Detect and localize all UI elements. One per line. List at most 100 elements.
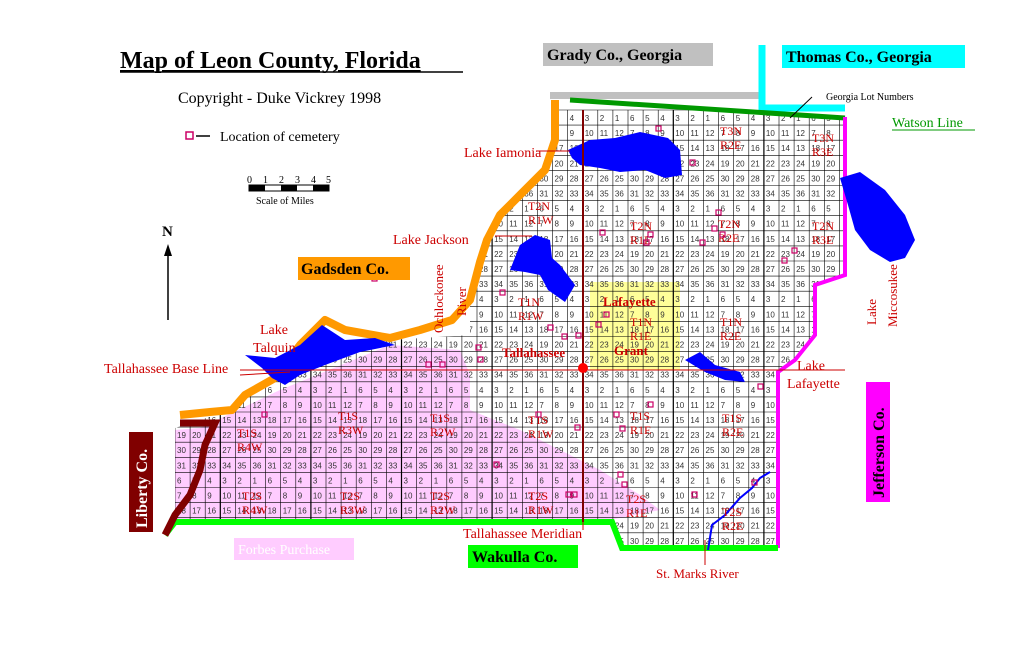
section-number: 23	[509, 250, 518, 259]
township-label: T2N	[718, 217, 740, 231]
cemetery-marker-icon	[647, 401, 654, 408]
section-number: 33	[570, 461, 579, 470]
section-number: 29	[645, 446, 654, 455]
section-number: 15	[675, 235, 684, 244]
section-number: 8	[826, 220, 831, 229]
section-number: 33	[298, 371, 307, 380]
section-number: 4	[570, 114, 575, 123]
township-label: T1N	[720, 315, 742, 329]
section-number: 21	[751, 431, 760, 440]
section-number: 8	[464, 401, 469, 410]
section-number: 10	[766, 220, 775, 229]
section-number: 7	[721, 401, 726, 410]
section-number: 6	[630, 476, 635, 485]
section-number: 4	[479, 476, 484, 485]
section-number: 34	[494, 280, 503, 289]
section-number: 33	[207, 461, 216, 470]
section-number: 11	[690, 310, 699, 319]
section-number: 8	[736, 492, 741, 501]
section-number: 17	[826, 235, 835, 244]
section-number: 24	[706, 341, 715, 350]
section-number: 35	[419, 371, 428, 380]
section-number: 27	[494, 265, 503, 274]
section-number: 20	[555, 250, 564, 259]
section-number: 33	[298, 461, 307, 470]
section-number: 14	[690, 507, 699, 516]
section-number: 35	[600, 280, 609, 289]
section-number: 19	[721, 341, 730, 350]
section-number: 22	[585, 250, 594, 259]
section-number: 33	[479, 461, 488, 470]
section-number: 14	[237, 507, 246, 516]
section-number: 10	[675, 310, 684, 319]
section-number: 12	[434, 401, 443, 410]
section-number: 16	[660, 235, 669, 244]
georgia-lots-label: Georgia Lot Numbers	[826, 92, 914, 103]
section-number: 30	[630, 537, 639, 546]
lake-lafayette	[685, 352, 745, 382]
section-number: 4	[479, 386, 484, 395]
section-number: 14	[600, 507, 609, 516]
section-number: 29	[555, 356, 564, 365]
section-number: 15	[313, 416, 322, 425]
section-number: 8	[283, 401, 288, 410]
section-number: 30	[721, 446, 730, 455]
section-number: 7	[721, 129, 726, 138]
township-label: T3N	[720, 124, 742, 138]
section-number: 9	[570, 220, 575, 229]
section-number: 6	[630, 205, 635, 214]
section-number: 17	[464, 507, 473, 516]
township-label: R2W	[430, 503, 456, 517]
section-number: 4	[751, 476, 756, 485]
section-number: 32	[645, 190, 654, 199]
st-marks-river-label: St. Marks River	[656, 566, 739, 581]
section-number: 32	[736, 461, 745, 470]
section-number: 33	[479, 280, 488, 289]
section-number: 17	[736, 144, 745, 153]
section-number: 34	[675, 461, 684, 470]
section-number: 7	[630, 129, 635, 138]
section-number: 27	[675, 265, 684, 274]
section-number: 17	[736, 325, 745, 334]
section-number: 20	[736, 431, 745, 440]
section-number: 5	[736, 205, 741, 214]
section-number: 23	[509, 431, 518, 440]
section-number: 31	[539, 280, 548, 289]
section-number: 2	[237, 476, 242, 485]
section-number: 32	[464, 371, 473, 380]
section-number: 29	[736, 446, 745, 455]
section-number: 36	[524, 190, 533, 199]
wakulla-label-bg	[468, 545, 578, 568]
section-number: 6	[721, 205, 726, 214]
forbes-purchase-area	[175, 345, 660, 522]
section-number: 35	[600, 190, 609, 199]
section-number: 15	[585, 325, 594, 334]
section-number: 20	[736, 341, 745, 350]
tallahassee-marker	[578, 363, 588, 373]
section-number: 11	[509, 401, 518, 410]
section-number: 6	[539, 476, 544, 485]
township-label: R4W	[242, 503, 268, 517]
section-number: 21	[660, 431, 669, 440]
section-number: 19	[539, 431, 548, 440]
section-number: 24	[796, 341, 805, 350]
section-number: 13	[343, 507, 352, 516]
section-number: 19	[630, 431, 639, 440]
section-number: 3	[313, 476, 318, 485]
section-number: 25	[615, 446, 624, 455]
section-number: 23	[600, 250, 609, 259]
section-number: 1	[434, 386, 439, 395]
section-number: 18	[539, 325, 548, 334]
section-number: 36	[615, 190, 624, 199]
section-number: 6	[449, 386, 454, 395]
section-number: 24	[615, 341, 624, 350]
section-number: 6	[721, 476, 726, 485]
section-number: 21	[751, 250, 760, 259]
section-number: 19	[268, 431, 277, 440]
lake-jackson	[510, 235, 575, 302]
section-number: 13	[706, 416, 715, 425]
section-number: 7	[539, 310, 544, 319]
cemetery-marker-icon	[757, 383, 764, 390]
section-number: 27	[222, 446, 231, 455]
cemetery-marker-icon	[603, 311, 610, 318]
